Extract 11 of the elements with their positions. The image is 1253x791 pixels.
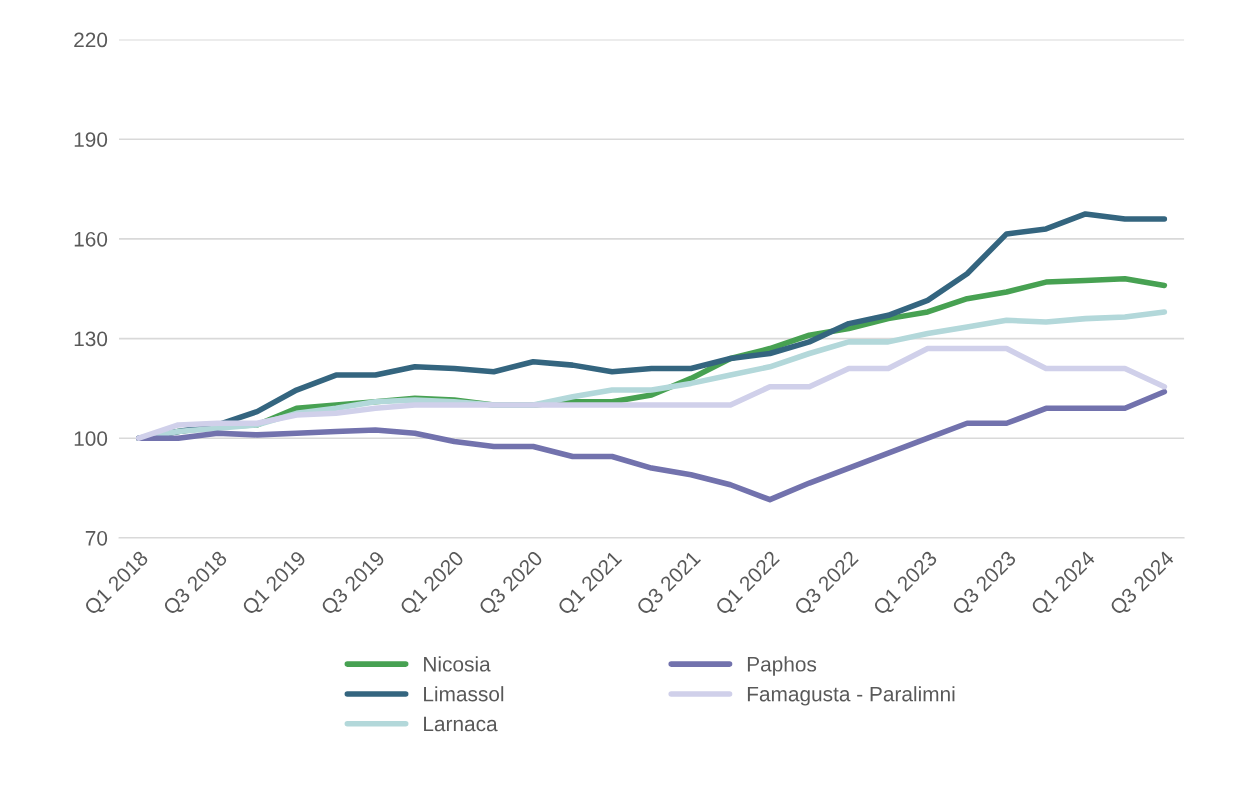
legend-label: Limassol <box>424 686 504 702</box>
y-tick-label: 130 <box>74 331 108 347</box>
y-tick-label: 220 <box>74 32 108 48</box>
y-tick-label: 70 <box>85 530 108 546</box>
y-tick-label: 100 <box>74 431 108 446</box>
y-tick-label: 160 <box>74 231 108 247</box>
legend-label: Famagusta - Paralimni <box>747 686 955 706</box>
legend-label: Larnaca <box>424 716 498 732</box>
legend-label: Nicosia <box>424 656 491 672</box>
legend-label: Paphos <box>747 656 817 676</box>
y-tick-label: 190 <box>74 132 108 147</box>
